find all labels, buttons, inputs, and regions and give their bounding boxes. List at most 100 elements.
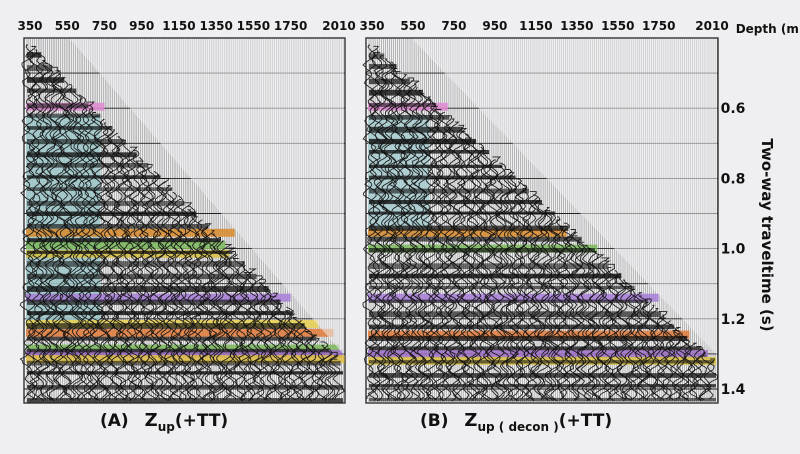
time-tick-label: 0.8 xyxy=(721,171,746,187)
reflector-event xyxy=(27,77,65,83)
reflector-event xyxy=(27,139,125,145)
reflector-event xyxy=(369,299,648,303)
reflector-event xyxy=(27,211,197,216)
reflector-event xyxy=(27,152,137,158)
reflector-event xyxy=(369,273,622,279)
reflector-band xyxy=(368,330,690,339)
seismic-trace xyxy=(684,342,702,400)
depth-tick-label: 1350 xyxy=(560,19,593,33)
seismic-trace xyxy=(173,198,189,400)
depth-tick-label: 950 xyxy=(482,19,507,33)
depth-tick-label: 1150 xyxy=(162,19,195,33)
time-tick-label: 0.6 xyxy=(721,101,746,117)
panel-frame xyxy=(365,37,719,404)
reflector-event xyxy=(369,225,569,231)
seismic-trace xyxy=(39,63,57,401)
reflector-event xyxy=(369,115,450,120)
depth-tick-label: 550 xyxy=(400,19,425,33)
reflector-band xyxy=(26,228,235,237)
time-axis: Two-way traveltime (s) 0.6 0.8 1.0 1.2 1.4 xyxy=(721,101,776,398)
caption-a-suffix: (+TT) xyxy=(174,411,229,431)
pre-arrival-area xyxy=(70,39,344,355)
depth-tick-label: 2010 xyxy=(322,19,355,33)
seismic-trace xyxy=(675,333,691,401)
caption-b-label: (B) xyxy=(420,411,449,431)
depth-tick-label: 350 xyxy=(359,19,384,33)
seismic-trace xyxy=(47,70,65,402)
reflector-event xyxy=(27,65,53,72)
reflector-event xyxy=(27,163,149,168)
reflector-event xyxy=(369,64,397,69)
reflector-band xyxy=(26,241,226,250)
reflector-event xyxy=(369,397,716,402)
seismic-trace xyxy=(688,345,704,401)
reflector-event xyxy=(369,311,661,318)
caption-b: (B) Zup ( decon )(+TT) xyxy=(420,410,612,434)
reflector-event xyxy=(27,398,343,403)
seismic-trace xyxy=(306,334,322,402)
seismic-trace xyxy=(488,159,504,401)
depth-tick-label: 350 xyxy=(17,19,42,33)
reflector-event xyxy=(369,335,688,341)
depth-tick-label: 1550 xyxy=(237,19,270,33)
reflector-event xyxy=(27,52,42,58)
reflector-event xyxy=(369,211,556,215)
reflector-band xyxy=(26,355,345,364)
reflector-band xyxy=(368,293,659,302)
reflector-event xyxy=(27,126,113,130)
panel-a: 350 550 750 950 1150 1350 1550 1750 2010 xyxy=(17,19,356,404)
reflector-event xyxy=(27,360,341,366)
reflector-event xyxy=(27,200,185,206)
depth-tick-label: 1350 xyxy=(199,19,232,33)
depth-tick-label: 1750 xyxy=(642,19,675,33)
reflector-event xyxy=(27,299,281,305)
reflector-event xyxy=(27,113,101,118)
depth-unit-label: Depth (m) xyxy=(736,22,800,36)
caption-b-subscript: up ( decon ) xyxy=(477,420,559,434)
seismic-trace xyxy=(433,109,450,400)
seismic-trace xyxy=(610,273,627,400)
reflector-event xyxy=(369,150,490,154)
depth-tick-label: 1150 xyxy=(519,19,552,33)
reflector-event xyxy=(27,250,233,254)
time-axis-label: Two-way traveltime (s) xyxy=(758,138,776,331)
reflector-event xyxy=(27,224,209,229)
reflector-event xyxy=(27,348,329,353)
seismic-trace xyxy=(324,351,338,401)
pre-arrival-area xyxy=(412,39,717,355)
seismic-trace xyxy=(470,143,488,401)
seismic-trace xyxy=(189,216,207,402)
reflector-event xyxy=(27,336,317,341)
reflector-event xyxy=(369,188,529,194)
seismic-trace xyxy=(439,115,457,401)
reflector-event xyxy=(369,164,503,168)
reflector-event xyxy=(27,238,221,243)
reflector-event xyxy=(369,126,463,133)
reflector-event xyxy=(369,53,385,60)
seismic-trace xyxy=(391,71,410,400)
seismic-trace xyxy=(706,358,718,400)
depth-tick-label: 1550 xyxy=(601,19,634,33)
reflector-event xyxy=(27,323,305,329)
reflector-band xyxy=(368,349,708,358)
reflector-event xyxy=(27,175,161,179)
reflector-event xyxy=(369,346,701,351)
reflector-event xyxy=(369,103,437,107)
seismic-trace xyxy=(630,292,648,401)
depth-tick-label: 2010 xyxy=(695,19,728,33)
reflector-band xyxy=(368,228,567,237)
seismic-trace xyxy=(467,140,484,400)
seismic-trace xyxy=(545,213,562,401)
caption-b-z: Z xyxy=(464,410,478,431)
reflector-event xyxy=(27,385,343,389)
reflector-event xyxy=(27,88,77,93)
reflector-event xyxy=(27,371,343,375)
panel-b: 350 550 750 950 1150 1350 1550 1750 2010 xyxy=(359,19,729,404)
reflector-event xyxy=(369,236,582,242)
reflector-event xyxy=(27,187,173,191)
reflector-event xyxy=(369,138,476,145)
seismic-trace xyxy=(450,124,466,400)
seismic-trace xyxy=(186,212,203,400)
caption-a-label: (A) xyxy=(100,411,129,431)
